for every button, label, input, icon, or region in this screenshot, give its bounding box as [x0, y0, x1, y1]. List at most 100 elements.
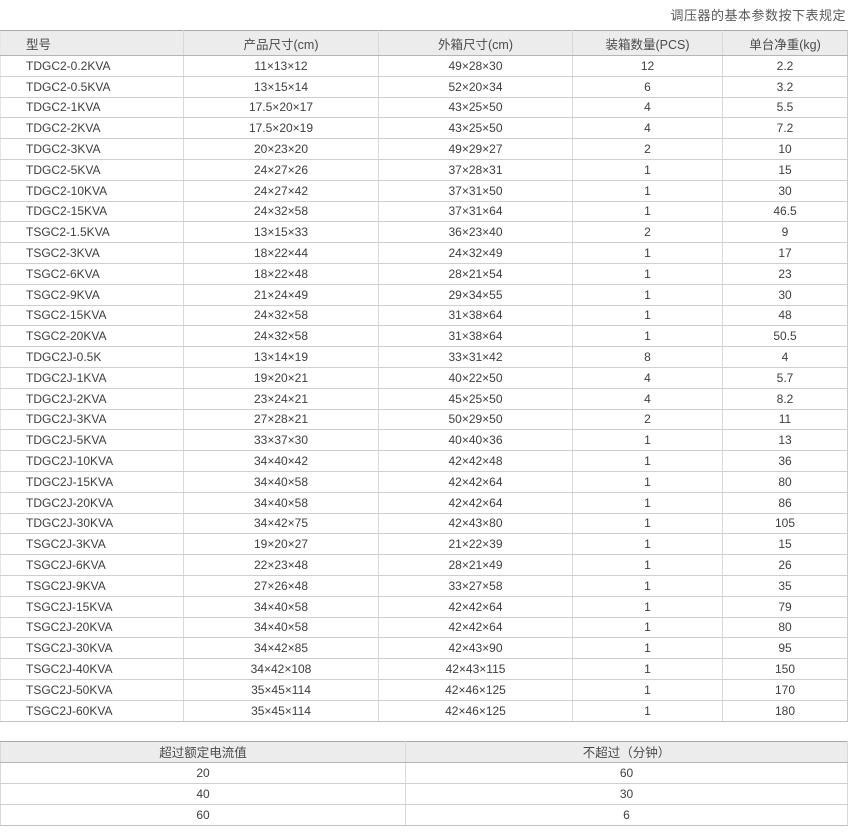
spec-table-cell: 37×31×50	[378, 179, 573, 202]
overload-column-header: 超过额定电流值	[0, 740, 406, 763]
spec-table-cell: 17.5×20×17	[183, 96, 379, 119]
spec-table-row: TSGC2-15KVA 24×32×58 31×38×64 1 48	[0, 304, 848, 327]
spec-table-cell: 1	[572, 325, 723, 348]
spec-table-cell: 1	[572, 595, 723, 618]
spec-table-row: TSGC2J-30KVA 34×42×85 42×43×90 1 95	[0, 637, 848, 660]
spec-table-cell: 2	[572, 138, 723, 160]
spec-table-cell: 34×40×58	[183, 491, 379, 514]
spec-table: 型号 产品尺寸(cm) 外箱尺寸(cm) 装箱数量(PCS) 单台净重(kg) TDGC…	[0, 30, 848, 722]
spec-table-row: TSGC2J-3KVA 19×20×27 21×22×39 1 15	[0, 533, 848, 556]
spec-table-cell: 1	[572, 158, 723, 181]
spec-table-cell: TSGC2-6KVA	[0, 262, 184, 285]
spec-table-cell: 2	[572, 408, 723, 431]
spec-table-cell: 42×42×64	[378, 491, 573, 514]
spec-table-cell: 15	[722, 158, 848, 181]
spec-table-cell: TSGC2J-60KVA	[0, 699, 184, 722]
spec-table-cell: TDGC2J-5KVA	[0, 429, 184, 452]
spec-table-row: TDGC2-0.2KVA 11×13×12 49×28×30 12 2.2	[0, 55, 848, 77]
spec-table-cell: 8	[572, 346, 723, 368]
spec-table-row: TDGC2J-5KVA 33×37×30 40×40×36 1 13	[0, 429, 848, 452]
overload-table-cell: 60	[0, 803, 406, 826]
spec-table-cell: 21×24×49	[183, 283, 379, 306]
spec-table-cell: TDGC2J-15KVA	[0, 470, 184, 493]
spec-table-cell: 7.2	[722, 117, 848, 140]
spec-column-header: 外箱尺寸(cm)	[378, 30, 573, 56]
spec-table-cell: 23	[722, 262, 848, 285]
overload-table-body: 20 60 40 30 60 6	[0, 761, 848, 826]
spec-table-cell: TSGC2-3KVA	[0, 242, 184, 264]
spec-table-cell: 28×21×54	[378, 262, 573, 285]
spec-table-row: TSGC2-6KVA 18×22×48 28×21×54 1 23	[0, 262, 848, 285]
spec-table-row: TSGC2J-60KVA 35×45×114 42×46×125 1 180	[0, 699, 848, 722]
spec-table-cell: 31×38×64	[378, 304, 573, 327]
spec-table-cell: TSGC2J-9KVA	[0, 574, 184, 597]
spec-table-cell: TSGC2J-15KVA	[0, 595, 184, 618]
spec-table-cell: 36	[722, 450, 848, 472]
spec-table-row: TDGC2-5KVA 24×27×26 37×28×31 1 15	[0, 158, 848, 181]
spec-table-cell: 2	[572, 221, 723, 244]
spec-table-cell: 22×23×48	[183, 554, 379, 576]
spec-table-cell: 1	[572, 470, 723, 493]
spec-table-cell: TDGC2J-0.5K	[0, 346, 184, 368]
spec-table-cell: TDGC2J-10KVA	[0, 450, 184, 472]
spec-table-row: TDGC2J-2KVA 23×24×21 45×25×50 4 8.2	[0, 387, 848, 410]
overload-table-cell: 30	[405, 782, 848, 805]
spec-table-cell: 42×42×48	[378, 450, 573, 472]
spec-column-header: 产品尺寸(cm)	[183, 30, 379, 56]
overload-header-row: 超过额定电流值 不超过（分钟）	[0, 740, 848, 763]
spec-table-cell: 50×29×50	[378, 408, 573, 431]
overload-table-row: 40 30	[0, 782, 848, 805]
spec-table-cell: 31×38×64	[378, 325, 573, 348]
spec-table-cell: 33×31×42	[378, 346, 573, 368]
spec-table-cell: 4	[572, 117, 723, 140]
spec-table-cell: 11	[722, 408, 848, 431]
spec-table-cell: 80	[722, 470, 848, 493]
spec-table-cell: 19×20×27	[183, 533, 379, 556]
spec-table-row: TDGC2J-15KVA 34×40×58 42×42×64 1 80	[0, 470, 848, 493]
overload-table-cell: 40	[0, 782, 406, 805]
spec-table-cell: 20×23×20	[183, 138, 379, 160]
spec-table-cell: 1	[572, 512, 723, 535]
spec-table-cell: 9	[722, 221, 848, 244]
spec-table-cell: 36×23×40	[378, 221, 573, 244]
spec-table-cell: 24×27×42	[183, 179, 379, 202]
spec-table-cell: 33×27×58	[378, 574, 573, 597]
spec-table-cell: 28×21×49	[378, 554, 573, 576]
page-title: 调压器的基本参数按下表规定	[670, 8, 846, 23]
spec-table-cell: TDGC2-1KVA	[0, 96, 184, 119]
overload-table-row: 60 6	[0, 803, 848, 826]
spec-table-cell: 19×20×21	[183, 366, 379, 389]
spec-table-body: TDGC2-0.2KVA 11×13×12 49×28×30 12 2.2 TDGC2-0…	[0, 55, 848, 722]
spec-table-cell: 170	[722, 678, 848, 701]
spec-table-row: TDGC2-0.5KVA 13×15×14 52×20×34 6 3.2	[0, 75, 848, 98]
spec-table-cell: TDGC2-5KVA	[0, 158, 184, 181]
spec-table-row: TDGC2-10KVA 24×27×42 37×31×50 1 30	[0, 179, 848, 202]
spec-table-cell: 24×32×58	[183, 200, 379, 223]
spec-table-cell: 1	[572, 554, 723, 576]
spec-table-cell: 17	[722, 242, 848, 264]
spec-table-row: TSGC2J-20KVA 34×40×58 42×42×64 1 80	[0, 616, 848, 639]
spec-table-cell: TDGC2-2KVA	[0, 117, 184, 140]
spec-table-cell: 50.5	[722, 325, 848, 348]
spec-table-cell: TDGC2J-1KVA	[0, 366, 184, 389]
spec-table-cell: 4	[572, 387, 723, 410]
spec-table-cell: 13×14×19	[183, 346, 379, 368]
spec-table-cell: 42×43×90	[378, 637, 573, 660]
spec-table-cell: 40×40×36	[378, 429, 573, 452]
spec-table-cell: 79	[722, 595, 848, 618]
spec-table-cell: 13	[722, 429, 848, 452]
spec-table-cell: TSGC2J-3KVA	[0, 533, 184, 556]
spec-table-row: TSGC2-1.5KVA 13×15×33 36×23×40 2 9	[0, 221, 848, 244]
spec-table-cell: 4	[572, 366, 723, 389]
spec-table-row: TDGC2J-20KVA 34×40×58 42×42×64 1 86	[0, 491, 848, 514]
spec-table-row: TDGC2J-1KVA 19×20×21 40×22×50 4 5.7	[0, 366, 848, 389]
spec-table-cell: 30	[722, 283, 848, 306]
spec-table-cell: 42×43×80	[378, 512, 573, 535]
spec-table-cell: 86	[722, 491, 848, 514]
spec-table-row: TSGC2-3KVA 18×22×44 24×32×49 1 17	[0, 242, 848, 264]
spec-table-cell: 35×45×114	[183, 678, 379, 701]
spec-table-cell: 34×40×58	[183, 616, 379, 639]
spec-table-cell: TDGC2-10KVA	[0, 179, 184, 202]
spec-table-cell: 95	[722, 637, 848, 660]
